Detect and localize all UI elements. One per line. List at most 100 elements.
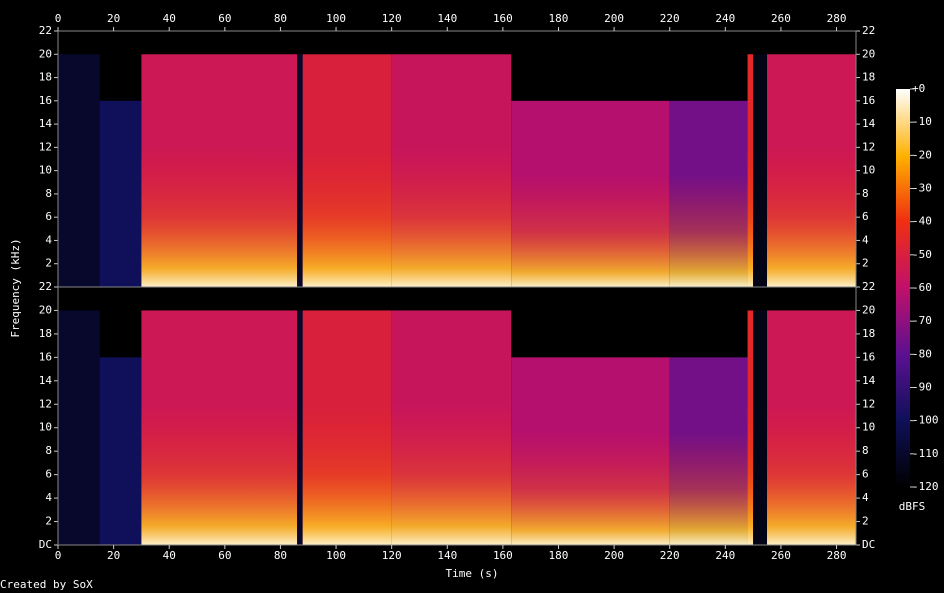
y-tick-label: 6 [45,210,52,223]
low-frequency-glow [767,310,856,545]
x-tick-label: 0 [55,549,62,562]
x-tick-label: 120 [382,12,402,25]
low-frequency-glow [767,54,856,287]
x-tick-label: 220 [660,549,680,562]
low-frequency-glow [747,54,754,287]
y-tick-label: 18 [862,327,875,340]
y-tick-label: 8 [862,444,869,457]
credit: Created by SoX [0,578,93,591]
x-tick-label: 160 [493,12,513,25]
spectrum-segment [753,310,768,545]
y-tick-label: 12 [39,397,52,410]
y-tick-label: 12 [862,397,875,410]
y-tick-label: 12 [862,140,875,153]
x-tick-label: 60 [218,12,231,25]
y-tick-label: 8 [45,444,52,457]
low-frequency-glow [141,310,298,545]
y-tick-label: 22 [39,24,52,37]
y-tick-label: 20 [39,303,52,316]
y-tick-label: 20 [39,47,52,60]
y-tick-label: 16 [862,350,875,363]
x-tick-label: 0 [55,12,62,25]
x-tick-label: 180 [549,12,569,25]
y-tick-label: 20 [862,47,875,60]
colorbar-tick-label: -70 [912,314,932,327]
low-frequency-glow [747,310,754,545]
x-tick-label: 120 [382,549,402,562]
y-tick-label: 18 [39,71,52,84]
colorbar-tick-label: -90 [912,381,932,394]
y-tick-label: 20 [862,303,875,316]
y-axis-label: Frequency (kHz) [9,238,22,337]
colorbar-tick-label: -10 [912,115,932,128]
x-tick-label: 280 [827,12,847,25]
colorbar-tick-label: +0 [912,82,925,95]
colorbar-tick-label: -50 [912,248,932,261]
y-tick-label: 12 [39,140,52,153]
spectrum-segment [99,357,142,545]
colorbar-tick-label: -40 [912,215,932,228]
low-frequency-glow [669,100,748,288]
y-tick-label: 14 [862,117,876,130]
x-tick-label: 40 [163,12,176,25]
low-frequency-glow [302,310,392,545]
spectrum-segment [58,310,100,545]
colorbar-tick-label: -80 [912,347,932,360]
x-tick-label: 60 [218,549,231,562]
colorbar-tick-label: -110 [912,447,939,460]
x-tick-label: 160 [493,549,513,562]
colorbar [896,89,910,487]
y-tick-label: DC [39,538,52,551]
y-tick-label: 18 [862,71,875,84]
y-tick-label: 14 [862,374,876,387]
y-tick-label: 6 [862,210,869,223]
x-tick-label: 240 [715,549,735,562]
x-tick-label: 260 [771,549,791,562]
y-tick-label: 2 [862,515,869,528]
x-tick-label: 240 [715,12,735,25]
x-axis-label: Time (s) [446,567,499,580]
low-frequency-glow [391,54,512,287]
y-tick-label: 18 [39,327,52,340]
y-tick-label: 14 [39,374,53,387]
x-tick-label: 80 [274,549,287,562]
y-tick-label: 10 [39,421,52,434]
y-tick-label: 6 [45,468,52,481]
low-frequency-glow [141,54,298,287]
low-frequency-glow [511,357,670,545]
y-tick-label: 8 [862,187,869,200]
y-tick-label: 16 [39,350,52,363]
x-tick-label: 260 [771,12,791,25]
colorbar-tick-label: -30 [912,182,932,195]
x-tick-label: 200 [604,12,624,25]
y-tick-label: 14 [39,117,53,130]
low-frequency-glow [669,357,748,545]
y-tick-label: 8 [45,187,52,200]
y-tick-label: 22 [39,280,52,293]
x-tick-label: 200 [604,549,624,562]
colorbar-tick-label: -60 [912,281,932,294]
spectrum-segment [297,54,303,287]
x-tick-label: 100 [326,12,346,25]
y-tick-label: 4 [862,233,869,246]
colorbar-tick-label: -120 [912,480,939,493]
plot-frame [57,286,857,546]
low-frequency-glow [302,54,392,287]
x-tick-label: 80 [274,12,287,25]
x-tick-label: 280 [827,549,847,562]
y-tick-label: 2 [45,257,52,270]
colorbar-tick-label: -20 [912,148,932,161]
colorbar-tick-label: -100 [912,414,939,427]
low-frequency-glow [391,310,512,545]
x-tick-label: 20 [107,549,120,562]
x-tick-label: 20 [107,12,120,25]
spectrum-segment [753,54,768,287]
y-tick-label: DC [862,538,875,551]
spectrum-segment [99,100,142,288]
y-tick-label: 2 [862,257,869,270]
y-tick-label: 16 [39,94,52,107]
y-tick-label: 22 [862,24,875,37]
y-tick-label: 6 [862,468,869,481]
y-tick-label: 16 [862,94,875,107]
